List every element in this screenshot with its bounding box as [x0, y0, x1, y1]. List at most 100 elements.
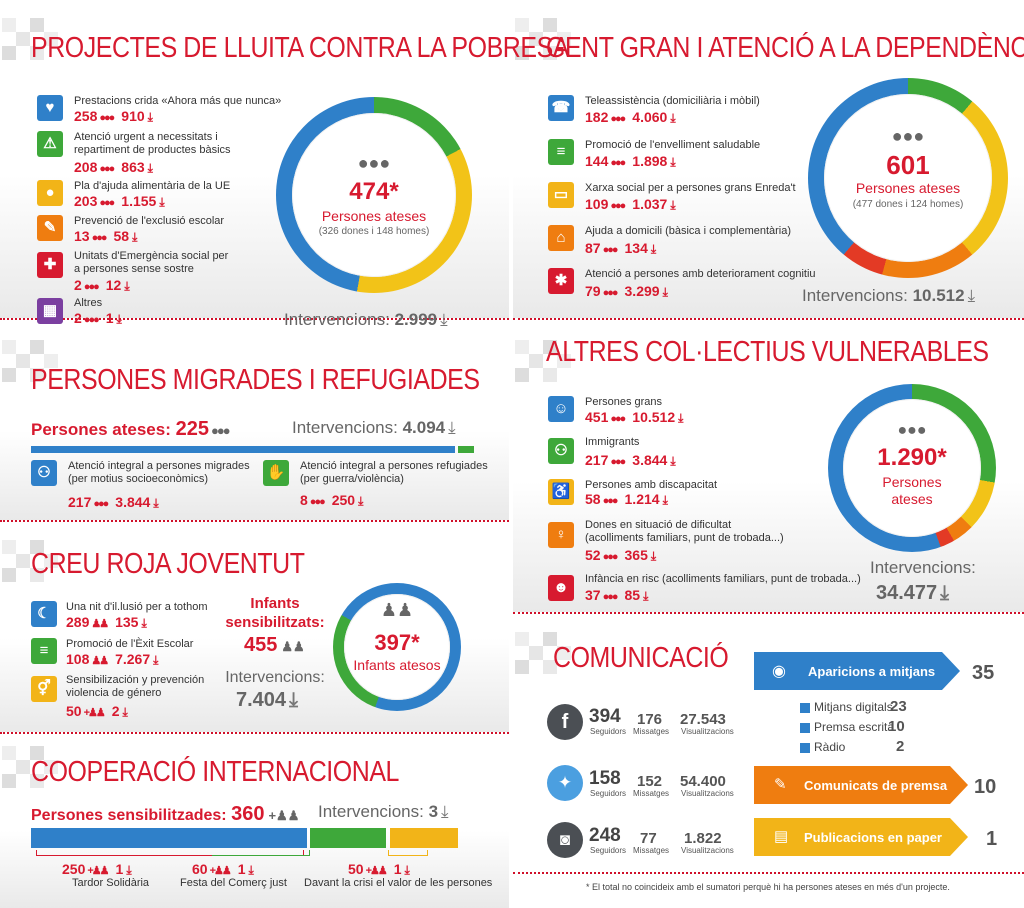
paper-arrow — [950, 818, 968, 856]
media-label: Aparicions a mitjans — [808, 664, 936, 679]
section-title: PROJECTES DE LLUITA CONTRA LA POBRESA — [31, 32, 570, 64]
item-values: 208 ●●● 863 ⤓ — [74, 159, 153, 175]
interventions-value: 7.404 ⤓ — [236, 689, 298, 711]
followers-label: Seguidors — [590, 727, 627, 736]
press-value: 10 — [974, 776, 997, 798]
item-values: 87 ●●● 134 ⤓ — [585, 240, 657, 256]
section-title: PERSONES MIGRADES I REFUGIADES — [31, 364, 480, 396]
sensitized-label-2: sensibilitzats: — [225, 614, 325, 631]
views-value: 1.822 — [684, 830, 722, 847]
paper-label: Publicacions en paper — [804, 830, 942, 845]
breakdown-label: Premsa escrita — [814, 720, 895, 734]
intervention-icon: ⤓ — [153, 653, 159, 667]
intervention-icon: ⤓ — [670, 111, 676, 125]
segment-label: Festa del Comerç just — [180, 877, 287, 889]
sensitized-label: Infants — [250, 595, 300, 612]
checker-decoration — [515, 632, 571, 674]
split-bar-migrants — [31, 446, 455, 453]
views-value: 54.400 — [680, 773, 726, 790]
checker-decoration — [2, 340, 58, 382]
intervention-icon: ⤓ — [670, 454, 676, 468]
segment-label: Tardor Solidària — [72, 877, 150, 889]
eye-icon: ◉ — [772, 663, 786, 680]
donut-center — [344, 594, 450, 700]
messages-label: Missatges — [633, 727, 670, 736]
breakdown-value: 2 — [896, 738, 905, 755]
brain-icon: ✱ — [548, 268, 574, 294]
segment-values: 250 +♟♟ 1 ⤓ — [62, 861, 132, 877]
followers-value: 158 — [589, 768, 621, 789]
item-label: Teleassistència (domiciliària i mòbil) — [585, 95, 760, 107]
people-group-icon: ●●● — [891, 126, 925, 146]
people-icon: ●●● — [602, 591, 619, 603]
interventions-label: Intervencions: — [225, 669, 325, 686]
checker-decoration — [515, 18, 571, 60]
views-label: Visualitzacions — [681, 789, 734, 798]
split-bar-refugees — [458, 446, 474, 453]
views-value: 27.543 — [680, 711, 726, 728]
facebook-icon[interactable]: f — [547, 704, 583, 740]
intervention-icon: ⤓ — [967, 286, 976, 305]
views-label: Visualitzacions — [681, 727, 734, 736]
item-values: 289 ♟♟ 135 ⤓ — [66, 614, 147, 630]
total-label-2: ateses — [891, 491, 933, 507]
item-values: 52 ●●● 365 ⤓ — [585, 547, 657, 563]
segment-values: 60 +♟♟ 1 ⤓ — [192, 861, 254, 877]
item-label: Persones grans — [585, 396, 663, 408]
donut-center — [824, 94, 992, 262]
intervention-icon: ⤓ — [124, 279, 130, 293]
media-appearances-box — [754, 652, 942, 690]
item-label: Atenció a persones amb deteriorament cog… — [585, 268, 816, 280]
item-label: Prevenció de l'exclusió escolar — [74, 215, 225, 227]
item-values: 451 ●●● 10.512 ⤓ — [585, 409, 684, 425]
press-label: Comunicats de premsa — [804, 778, 948, 793]
breakdown-bullet — [800, 743, 810, 753]
divider — [513, 872, 1024, 874]
total-label: Infants atesos — [353, 657, 441, 673]
people-icon: ●●● — [610, 113, 626, 125]
intervention-icon: ⤓ — [441, 802, 449, 821]
intervention-icon: ⤓ — [643, 589, 649, 603]
breakdown-label: Ràdio — [814, 740, 846, 754]
books-icon: ≡ — [31, 638, 57, 664]
segment-bracket — [212, 850, 310, 856]
section-title: CREU ROJA JOVENTUT — [31, 548, 305, 580]
intervention-icon: ⤓ — [122, 705, 128, 719]
interventions-total: Intervencions: 3 ⤓ — [318, 802, 449, 821]
breakdown-value: 23 — [890, 698, 907, 715]
immigrants-icon: ⚇ — [548, 438, 574, 464]
intervention-icon: ⤓ — [440, 310, 448, 329]
people-icon: ●●● — [602, 495, 619, 507]
item-values: 217 ●●● 3.844 ⤓ — [585, 452, 676, 468]
instagram-icon[interactable]: ◙ — [547, 822, 583, 858]
divider — [513, 318, 1024, 320]
item-label: Persones amb discapacitat — [585, 479, 718, 491]
item-label: Promoció de l'envelliment saludable — [585, 139, 761, 151]
item-values: 217 ●●● 3.844 ⤓ — [68, 494, 159, 510]
item-values: 109 ●●● 1.037 ⤓ — [585, 196, 676, 212]
people-icon: ●●● — [99, 197, 115, 209]
intervention-icon: ⤓ — [153, 496, 159, 510]
twitter-icon[interactable]: ✦ — [547, 765, 583, 801]
item-values: 182 ●●● 4.060 ⤓ — [585, 109, 676, 125]
children-icon: ♟♟ — [91, 618, 109, 630]
newspaper-icon: ▤ — [774, 828, 789, 845]
house-icon: ⌂ — [548, 225, 574, 251]
item-label: Altres — [74, 297, 103, 309]
total-label: Persones ateses — [855, 180, 961, 196]
item-values: 108 ♟♟ 7.267 ⤓ — [66, 651, 159, 667]
item-label-2: repartiment de productes bàsics — [74, 144, 231, 156]
teaching-icon: ✎ — [37, 215, 63, 241]
intervention-icon: ⤓ — [358, 494, 364, 508]
item-values: 258 ●●● 910 ⤓ — [74, 108, 153, 124]
checker-decoration — [515, 340, 571, 382]
people-group-icon: ●●● — [357, 153, 391, 173]
interventions-label: Intervencions: — [870, 558, 976, 577]
intervention-icon: ⤓ — [448, 418, 456, 437]
people-icon: ●●● — [610, 413, 626, 425]
media-value: 35 — [972, 662, 995, 684]
checker-decoration — [2, 540, 58, 582]
intervention-icon: ⤓ — [147, 161, 153, 175]
interventions-total: Intervencions: 2.999 ⤓ — [284, 310, 448, 329]
press-arrow — [950, 766, 968, 804]
